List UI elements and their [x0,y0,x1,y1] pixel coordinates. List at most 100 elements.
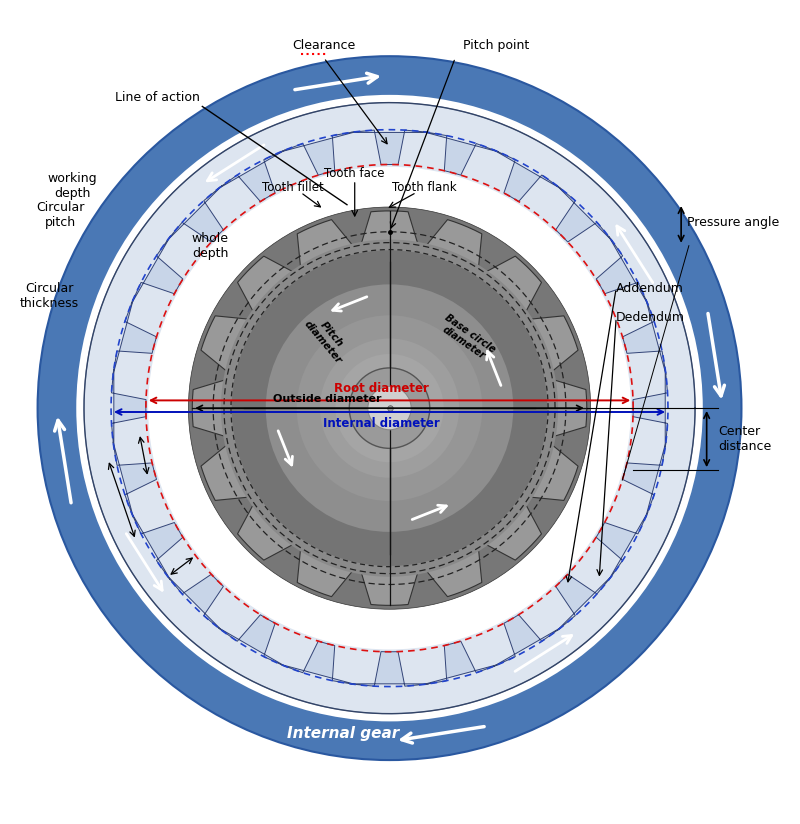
Polygon shape [169,239,196,260]
Circle shape [84,103,695,714]
Polygon shape [220,602,241,629]
Circle shape [148,166,631,649]
Circle shape [297,316,482,501]
Polygon shape [358,211,421,253]
Text: Dedendum: Dedendum [616,311,685,324]
Text: Root diameter: Root diameter [334,382,430,395]
Polygon shape [596,236,648,304]
Polygon shape [283,633,296,666]
Polygon shape [350,652,429,686]
Polygon shape [423,641,498,685]
Text: Pressure angle: Pressure angle [687,216,779,229]
Polygon shape [114,440,148,444]
Circle shape [38,56,742,760]
Polygon shape [132,501,165,515]
Text: Circular
pitch: Circular pitch [37,201,85,229]
Polygon shape [422,649,426,684]
Polygon shape [522,316,578,377]
Circle shape [320,339,459,478]
Text: working
depth: working depth [47,172,98,200]
Circle shape [231,250,548,567]
Polygon shape [622,299,666,375]
Circle shape [232,250,547,566]
Polygon shape [169,556,196,578]
Polygon shape [358,564,421,606]
Circle shape [189,207,590,609]
Polygon shape [422,132,426,166]
Polygon shape [218,615,286,667]
Polygon shape [201,439,258,500]
Polygon shape [131,236,183,304]
Polygon shape [583,239,610,260]
Polygon shape [238,256,302,320]
Polygon shape [538,602,559,629]
Polygon shape [167,185,223,242]
Polygon shape [494,615,562,667]
Text: Tooth flank: Tooth flank [392,181,457,194]
Polygon shape [113,442,157,517]
Polygon shape [421,220,482,276]
Polygon shape [192,377,234,439]
Polygon shape [478,256,542,320]
Polygon shape [238,496,302,560]
Polygon shape [421,540,482,597]
Text: Line of action: Line of action [115,91,200,105]
Polygon shape [132,302,165,315]
Text: Internal diameter: Internal diameter [323,418,440,430]
Polygon shape [622,442,666,517]
Circle shape [234,253,545,564]
Polygon shape [522,439,578,500]
Text: Pitch point: Pitch point [463,40,530,53]
Polygon shape [167,574,223,630]
Polygon shape [556,574,612,630]
Polygon shape [482,633,496,666]
Polygon shape [350,130,429,165]
Circle shape [350,368,430,448]
Circle shape [221,240,558,577]
Text: Circular
thickness: Circular thickness [20,282,78,310]
Text: whole
depth: whole depth [191,232,229,260]
Text: Tooth fillet: Tooth fillet [262,181,324,194]
Polygon shape [633,369,667,447]
Polygon shape [556,185,612,242]
Text: Tooth face: Tooth face [325,167,385,180]
Polygon shape [538,187,559,215]
Text: Base circle
diameter: Base circle diameter [436,312,498,364]
Polygon shape [482,151,496,183]
Circle shape [351,369,428,447]
Text: Center
distance: Center distance [718,425,771,453]
Circle shape [76,95,702,721]
Polygon shape [131,512,183,580]
Polygon shape [113,299,157,375]
Polygon shape [298,540,358,597]
Polygon shape [614,501,646,515]
Circle shape [266,284,514,531]
Polygon shape [423,132,498,176]
Text: Pitch
diameter: Pitch diameter [302,311,353,366]
Polygon shape [298,220,358,276]
Polygon shape [631,372,666,377]
Circle shape [368,386,411,430]
Polygon shape [545,377,586,439]
Polygon shape [283,151,296,183]
Circle shape [335,354,444,462]
Text: Addendum: Addendum [616,282,684,295]
Polygon shape [478,496,542,560]
Polygon shape [583,556,610,578]
Text: Clearance: Clearance [292,40,355,53]
Polygon shape [114,372,148,377]
Polygon shape [631,440,666,444]
Polygon shape [220,187,241,215]
Polygon shape [494,150,562,202]
Text: Internal gear: Internal gear [287,725,399,741]
Polygon shape [614,302,646,315]
Polygon shape [596,512,648,580]
Polygon shape [353,649,358,684]
Polygon shape [111,369,146,447]
Polygon shape [280,641,356,685]
Text: Outside diameter: Outside diameter [274,394,382,405]
Polygon shape [353,132,358,166]
Polygon shape [280,132,356,176]
Polygon shape [201,316,258,377]
Polygon shape [218,150,286,202]
